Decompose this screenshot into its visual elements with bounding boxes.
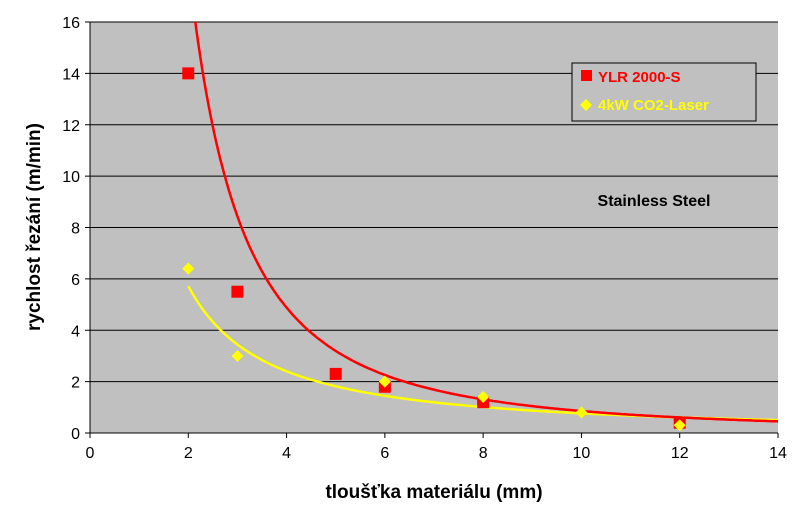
legend-marker-ylr [581,70,592,81]
x-tick-label: 14 [769,445,787,462]
x-tick-label: 2 [184,445,193,462]
x-tick-label: 4 [282,445,291,462]
x-tick-label: 6 [380,445,389,462]
legend-marker-co2 [580,99,592,111]
y-tick-label: 16 [62,15,80,32]
y-tick-label: 12 [62,118,80,135]
x-tick-label: 0 [86,445,95,462]
y-tick-label: 8 [71,221,80,238]
legend-box [571,62,757,122]
point-co2 [378,375,391,388]
y-tick-label: 10 [62,169,80,186]
point-co2 [477,391,490,404]
y-tick-label: 14 [62,66,80,83]
legend-label-ylr: YLR 2000-S [598,69,681,86]
legend: YLR 2000-S 4kW CO2-Laser [571,62,757,122]
data-points [182,67,686,432]
x-axis-ticks: 0 2 4 6 8 10 12 14 [86,433,787,462]
y-axis-ticks: 0 2 4 6 8 10 12 14 16 [62,15,90,443]
x-tick-label: 12 [671,445,689,462]
x-tick-label: 10 [573,445,591,462]
point-co2 [673,419,686,432]
point-ylr [182,67,195,80]
legend-label-co2: 4kW CO2-Laser [598,97,709,114]
point-co2 [231,349,244,362]
x-axis-label: tloušťka materiálu (mm) [325,482,542,503]
annotation-stainless-steel: Stainless Steel [598,193,711,210]
point-ylr [231,285,244,298]
point-ylr [329,367,342,380]
y-tick-label: 2 [71,375,80,392]
y-tick-label: 6 [71,272,80,289]
point-co2 [182,262,195,275]
x-tick-label: 8 [479,445,488,462]
point-co2 [575,406,588,419]
y-axis-label: rychlost řezání (m/min) [24,123,45,331]
y-tick-label: 4 [71,323,80,340]
y-tick-label: 0 [71,426,80,443]
